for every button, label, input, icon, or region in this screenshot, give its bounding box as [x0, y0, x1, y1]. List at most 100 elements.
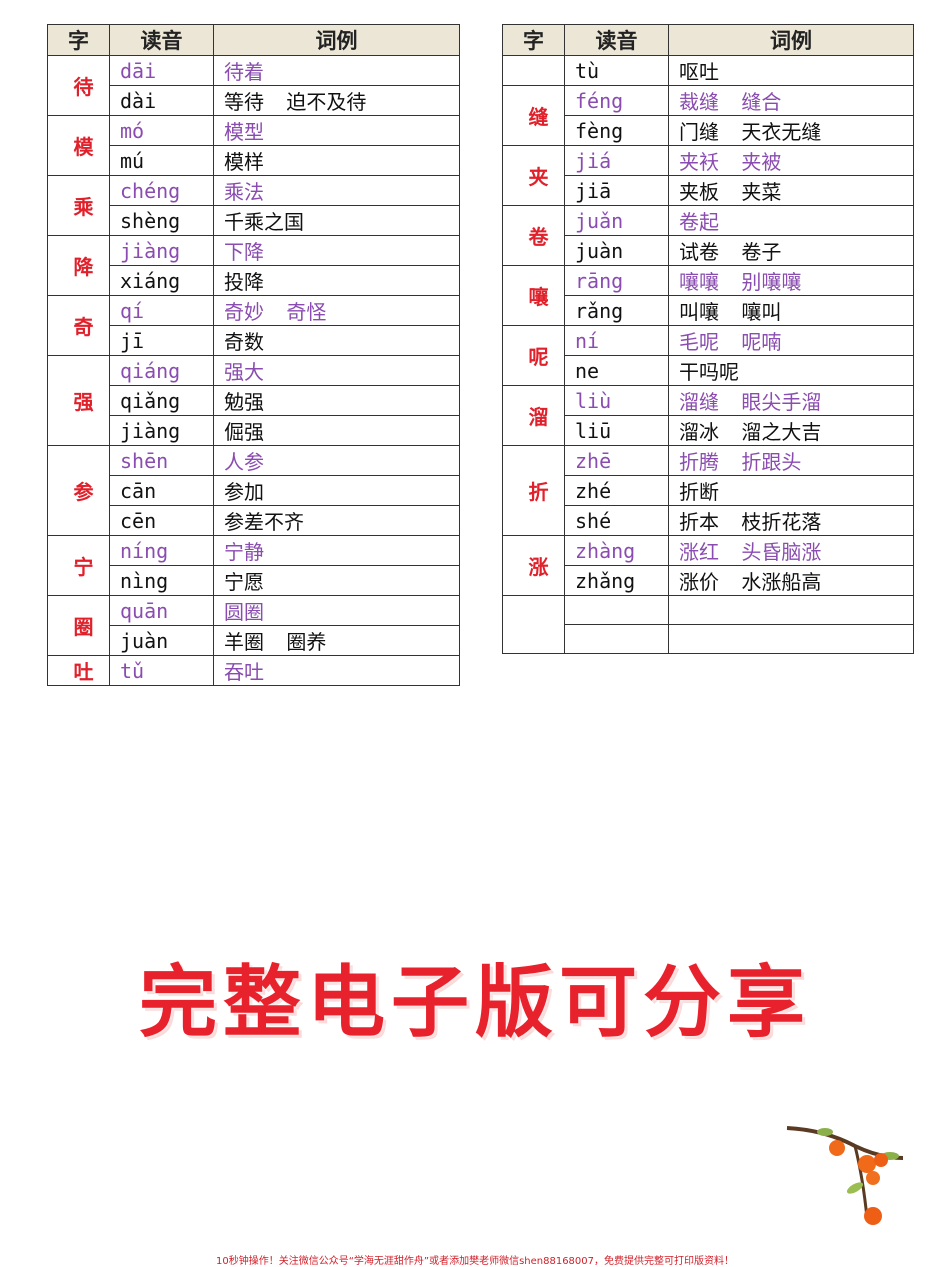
table-row: mú 模样	[48, 145, 460, 176]
word-example-cell: 乘法	[213, 175, 460, 206]
pinyin-cell: zhàng	[564, 535, 669, 566]
word-example-cell: 夹板 夹菜	[668, 175, 914, 206]
table-row: xiáng 投降	[48, 265, 460, 296]
word-example-cell: 待着	[213, 55, 460, 86]
table-row: 模 mó 模型	[47, 115, 460, 176]
word-example-cell: 等待 迫不及待	[213, 85, 460, 116]
table-row: juàn 试卷 卷子	[503, 235, 914, 266]
word-example-cell: 折本 枝折花落	[668, 505, 914, 536]
character-cell: 溜	[502, 385, 565, 446]
character-cell: 嚷	[502, 265, 565, 326]
persimmon-branch-icon	[786, 1126, 904, 1225]
table-row	[502, 595, 914, 654]
pinyin-cell: shèng	[109, 205, 214, 236]
pinyin-cell: quān	[109, 595, 214, 626]
table-row: qiǎng 勉强	[48, 385, 460, 416]
word-example-cell: 呕吐	[668, 55, 914, 86]
table-row: tù 呕吐	[502, 55, 914, 86]
word-example-cell: 干吗呢	[668, 355, 914, 386]
table-row	[503, 624, 914, 654]
word-example-cell: 宁愿	[213, 565, 460, 596]
header-char: 字	[47, 24, 110, 56]
table-row: 折 zhē 折腾 折跟头	[502, 445, 914, 536]
word-example-cell: 涨价 水涨船高	[668, 565, 914, 596]
header-row: 字读音 词例	[502, 24, 914, 56]
pinyin-cell: jī	[109, 325, 214, 356]
pinyin-cell: juàn	[564, 235, 669, 266]
table-row: fèng 门缝 天衣无缝	[503, 115, 914, 146]
word-example-cell: 吞吐	[213, 655, 460, 686]
word-example-cell: 宁静	[213, 535, 460, 566]
polyphone-table-left: 字读音 词例待 dāi 待着 dài 等待 迫不及待模 mó 模型 mú 模样乘 chéng 乘法 sh…	[47, 24, 460, 686]
pinyin-cell	[564, 595, 669, 625]
word-example-cell: 千乘之国	[213, 205, 460, 236]
table-row: cān 参加	[48, 475, 460, 506]
pinyin-cell: liū	[564, 415, 669, 446]
table-row: 呢 ní 毛呢 呢喃	[502, 325, 914, 386]
pinyin-cell: xiáng	[109, 265, 214, 296]
word-example-cell: 勉强	[213, 385, 460, 416]
word-example-cell: 嚷嚷 别嚷嚷	[668, 265, 914, 296]
word-example-cell: 奇数	[213, 325, 460, 356]
pinyin-cell: juǎn	[564, 205, 669, 236]
character-cell: 参	[47, 445, 110, 536]
table-row: 吐 tǔ 吞吐	[47, 655, 460, 686]
word-example-cell: 折腾 折跟头	[668, 445, 914, 476]
word-example-cell: 夹袄 夹被	[668, 145, 914, 176]
word-example-cell: 模型	[213, 115, 460, 146]
character-cell: 降	[47, 235, 110, 296]
pinyin-cell: liù	[564, 385, 669, 416]
table-row: cēn 参差不齐	[48, 505, 460, 536]
pinyin-cell: tù	[564, 55, 669, 86]
pinyin-cell: jiá	[564, 145, 669, 176]
pinyin-cell: féng	[564, 85, 669, 116]
character-cell: 强	[47, 355, 110, 446]
character-cell: 宁	[47, 535, 110, 596]
header-words: 词例	[213, 24, 460, 56]
pinyin-cell: rāng	[564, 265, 669, 296]
table-row: 卷 juǎn 卷起	[502, 205, 914, 266]
pinyin-cell: jiàng	[109, 415, 214, 446]
word-example-cell	[668, 595, 914, 625]
word-example-cell: 涨红 头昏脑涨	[668, 535, 914, 566]
table-row: 夹 jiá 夹袄 夹被	[502, 145, 914, 206]
table-row: 强 qiáng 强大	[47, 355, 460, 446]
word-example-cell: 门缝 天衣无缝	[668, 115, 914, 146]
pinyin-cell: fèng	[564, 115, 669, 146]
pinyin-cell: cān	[109, 475, 214, 506]
banner-title: 完整电子版可分享	[138, 958, 811, 1048]
table-row: shé 折本 枝折花落	[503, 505, 914, 536]
character-cell: 吐	[47, 655, 110, 686]
table-row: 奇 qí 奇妙 奇怪	[47, 295, 460, 356]
pinyin-cell: zhé	[564, 475, 669, 506]
pinyin-cell: ne	[564, 355, 669, 386]
header-char: 字	[502, 24, 565, 56]
pinyin-cell: shēn	[109, 445, 214, 476]
header-reading: 读音	[564, 24, 669, 56]
table-row: ne 干吗呢	[503, 355, 914, 386]
table-row: zhé 折断	[503, 475, 914, 506]
pinyin-cell: dāi	[109, 55, 214, 86]
character-cell: 折	[502, 445, 565, 536]
table-row: 待 dāi 待着	[47, 55, 460, 116]
word-example-cell: 强大	[213, 355, 460, 386]
pinyin-cell: zhē	[564, 445, 669, 476]
character-cell	[502, 595, 565, 654]
table-row: 乘 chéng 乘法	[47, 175, 460, 236]
word-example-cell: 投降	[213, 265, 460, 296]
word-example-cell	[668, 624, 914, 654]
pinyin-cell: ní	[564, 325, 669, 356]
header-words: 词例	[668, 24, 914, 56]
word-example-cell: 叫嚷 嚷叫	[668, 295, 914, 326]
pinyin-cell: qí	[109, 295, 214, 326]
character-cell: 卷	[502, 205, 565, 266]
table-row: nìng 宁愿	[48, 565, 460, 596]
pinyin-cell: chéng	[109, 175, 214, 206]
polyphone-table-right: 字读音 词例 tù 呕吐缝 féng 裁缝 缝合 fèng 门缝 天衣无缝夹 jiá 夹袄 夹被 j…	[502, 24, 914, 654]
character-cell: 涨	[502, 535, 565, 596]
word-example-cell: 模样	[213, 145, 460, 176]
table-row: liū 溜冰 溜之大吉	[503, 415, 914, 446]
pinyin-cell: juàn	[109, 625, 214, 656]
table-row: rǎng 叫嚷 嚷叫	[503, 295, 914, 326]
word-example-cell: 卷起	[668, 205, 914, 236]
